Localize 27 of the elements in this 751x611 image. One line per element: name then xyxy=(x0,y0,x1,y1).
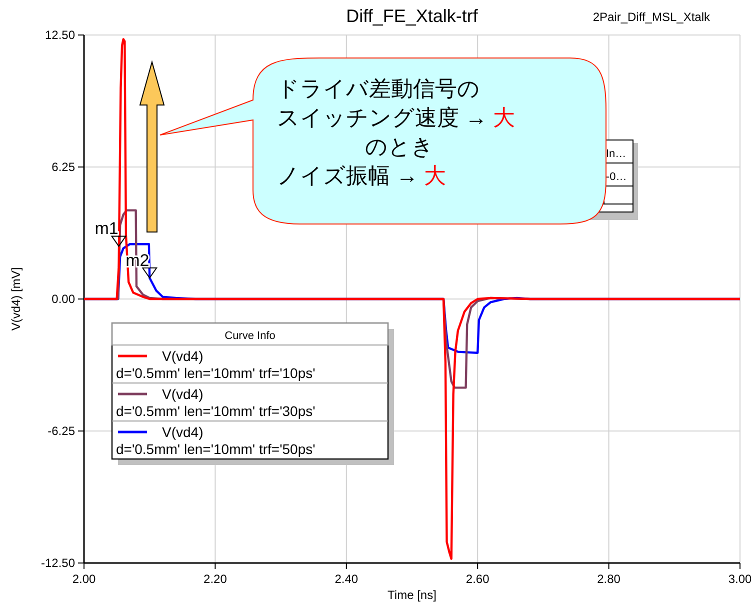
x-tick-label: 2.80 xyxy=(597,572,621,586)
annotation: のとき xyxy=(277,134,434,159)
y-tick-label: -12.50 xyxy=(40,556,76,570)
x-tick-label: 2.00 xyxy=(72,572,96,586)
annotation: スイッチング速度 → 大 xyxy=(277,105,516,130)
legend-label: V(vd4) d='0.5mm' len='10mm' trf='30ps' xyxy=(116,386,316,419)
x-tick-label: 3.00 xyxy=(728,572,751,586)
annotation: ノイズ振幅 → 大 xyxy=(277,163,446,188)
chart-subtitle: 2Pair_Diff_MSL_Xtalk xyxy=(592,10,711,24)
annotation: In… xyxy=(606,148,626,160)
y-tick-label: 6.25 xyxy=(52,160,76,174)
line-series xyxy=(84,38,740,560)
annotation: -0… xyxy=(606,171,627,183)
annotation: m1 xyxy=(94,219,118,238)
x-axis-title: Time [ns] xyxy=(388,588,436,602)
x-tick-label: 2.20 xyxy=(204,572,228,586)
y-tick-label: -6.25 xyxy=(48,424,76,438)
legend-label: V(vd4) d='0.5mm' len='10mm' trf='10ps' xyxy=(116,348,316,381)
x-tick-label: 2.40 xyxy=(334,572,358,586)
chart-title: Diff_FE_Xtalk-trf xyxy=(346,6,479,26)
annotation: ドライバ差動信号の xyxy=(277,76,480,101)
y-tick-label: 0.00 xyxy=(52,292,76,306)
y-tick-label: 12.50 xyxy=(44,28,76,42)
legend-label: V(vd4) d='0.5mm' len='10mm' trf='50ps' xyxy=(116,424,316,457)
y-axis-title: V(vd4) [mV] xyxy=(9,267,23,331)
legend-title: Curve Info xyxy=(224,330,276,342)
x-tick-label: 2.60 xyxy=(466,572,490,586)
